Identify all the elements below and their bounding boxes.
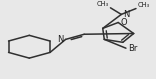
Text: O: O <box>121 18 127 27</box>
Text: N: N <box>124 10 130 19</box>
Text: CH₃: CH₃ <box>138 2 150 8</box>
Text: N: N <box>57 35 63 44</box>
Text: Br: Br <box>128 44 138 53</box>
Text: CH₃: CH₃ <box>97 1 109 7</box>
